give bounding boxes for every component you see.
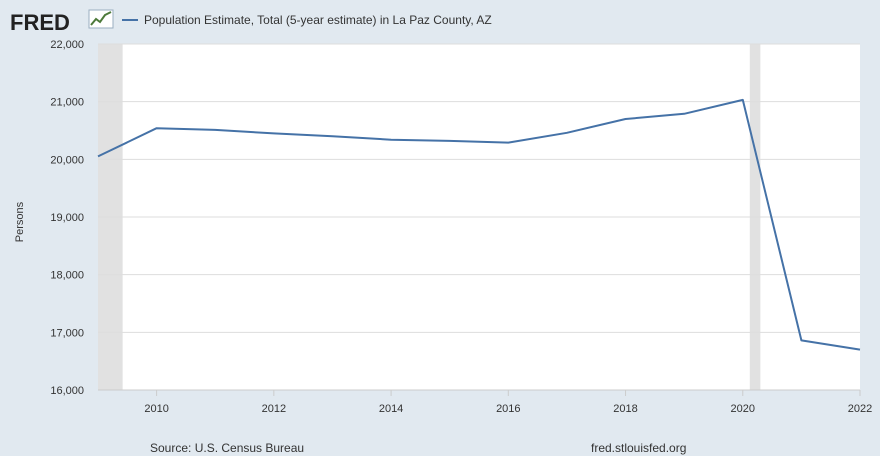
data-point[interactable] — [445, 136, 455, 146]
data-point[interactable] — [679, 109, 689, 119]
data-point[interactable] — [269, 128, 279, 138]
y-tick-label: 18,000 — [50, 270, 84, 282]
data-point[interactable] — [93, 151, 103, 161]
data-point[interactable] — [796, 335, 806, 345]
x-tick-label: 2020 — [731, 403, 755, 415]
legend: Population Estimate, Total (5-year estim… — [122, 13, 492, 27]
data-point[interactable] — [562, 128, 572, 138]
data-point[interactable] — [210, 125, 220, 135]
x-tick-label: 2016 — [496, 403, 520, 415]
data-point[interactable] — [152, 123, 162, 133]
x-tick-label: 2012 — [262, 403, 286, 415]
y-tick-label: 22,000 — [50, 39, 84, 51]
data-point[interactable] — [738, 95, 748, 105]
y-tick-label: 21,000 — [50, 97, 84, 109]
y-axis-ticks: 16,000 17,000 18,000 19,000 20,000 21,000 22,0… — [50, 39, 84, 397]
chart-logo-icon — [88, 9, 114, 29]
x-tick-label: 2022 — [848, 403, 872, 415]
x-axis-ticks: 2010 2012 2014 2016 2018 2020 2022 — [98, 389, 872, 415]
fred-logo-text: FRED — [10, 10, 70, 35]
data-point[interactable] — [327, 131, 337, 141]
fred-logo[interactable]: FRED — [10, 9, 114, 35]
y-tick-label: 20,000 — [50, 154, 84, 166]
legend-label: Population Estimate, Total (5-year estim… — [144, 13, 492, 27]
site-link[interactable]: fred.stlouisfed.org — [591, 441, 686, 455]
x-tick-label: 2014 — [379, 403, 403, 415]
data-point[interactable] — [503, 138, 513, 148]
x-tick-label: 2018 — [613, 403, 637, 415]
series-line[interactable] — [97, 98, 861, 351]
data-point[interactable] — [386, 135, 396, 145]
source-text: Source: U.S. Census Bureau — [150, 441, 304, 455]
y-tick-label: 19,000 — [50, 212, 84, 224]
data-point[interactable] — [855, 345, 865, 355]
y-axis-title: Persons — [14, 201, 26, 242]
y-tick-label: 16,000 — [50, 385, 84, 397]
series-layer — [93, 95, 865, 355]
y-tick-label: 17,000 — [50, 327, 84, 339]
data-point[interactable] — [621, 114, 631, 124]
x-tick-label: 2010 — [144, 403, 168, 415]
